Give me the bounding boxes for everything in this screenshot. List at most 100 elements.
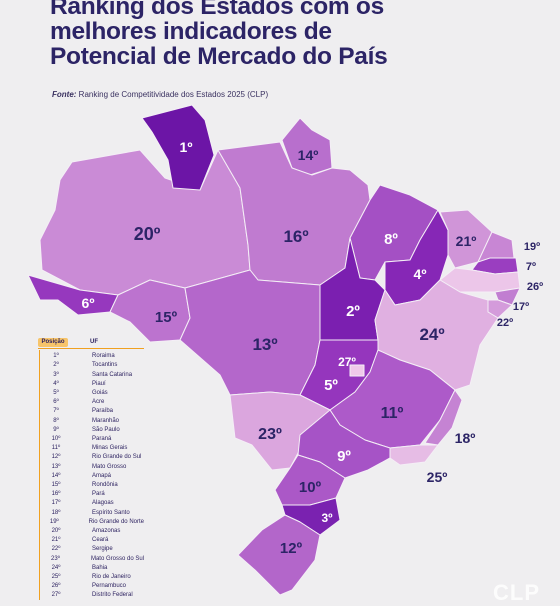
legend-state: Pernambuco [92, 583, 127, 590]
legend-position: 26º [51, 583, 61, 590]
source-label: Fonte: [52, 90, 77, 99]
state-rio-de-janeiro [389, 444, 439, 466]
legend-position: 9º [53, 426, 59, 433]
legend-position: 8º [53, 417, 59, 424]
label-alagoas: 17º [513, 301, 529, 313]
legend-row: 1º Roraima [38, 352, 144, 361]
legend-state: Amazonas [92, 528, 121, 535]
legend-state: Goiás [92, 390, 108, 397]
legend-state: Mato Grosso do Sul [90, 555, 144, 562]
legend-row: 20º Amazonas [38, 527, 144, 536]
legend-row: 24º Bahia [38, 564, 144, 573]
legend-row: 26º Pernambuco [38, 582, 144, 591]
state-roraima [141, 104, 215, 191]
legend-row: 15º Rondônia [38, 481, 144, 490]
legend-position: 16º [51, 491, 61, 498]
state-amazonas [39, 149, 251, 296]
legend-state: Minas Gerais [92, 445, 128, 452]
label-espirito-santo: 18º [455, 430, 476, 446]
legend-state: Sergipe [92, 546, 113, 553]
legend-state: Tocantins [92, 362, 118, 369]
label-rondonia: 15º [155, 309, 178, 326]
state-acre [27, 274, 119, 316]
label-ceara: 21º [456, 233, 477, 249]
legend-position: 18º [51, 509, 61, 516]
legend-position: 7º [53, 408, 59, 415]
legend-row: 12º Rio Grande do Sul [38, 453, 144, 462]
legend-state: Rio Grande do Sul [92, 454, 142, 461]
label-parana: 10º [299, 479, 322, 496]
label-mato-grosso: 13º [252, 335, 277, 354]
legend-row: 7º Paraíba [38, 407, 144, 416]
legend-position: 17º [51, 500, 61, 507]
legend-state: Roraima [92, 353, 115, 360]
label-pernambuco: 26º [527, 281, 543, 293]
legend-state: Rio de Janeiro [92, 574, 131, 581]
legend-position: 25º [51, 574, 61, 581]
legend-state: Espírito Santo [92, 509, 130, 516]
legend-position: 2º [53, 362, 59, 369]
state-mato-grosso [179, 269, 321, 396]
state-pernambuco [439, 267, 521, 293]
legend-row: 5º Goiás [38, 389, 144, 398]
label-piaui: 4º [414, 266, 427, 282]
legend-state: Alagoas [92, 500, 114, 507]
state-ceara [439, 209, 493, 269]
legend-position: 10º [51, 436, 61, 443]
legend-position: 1º [53, 353, 59, 360]
label-distrito-federal: 27º [338, 355, 356, 369]
label-mato-grosso-do-sul: 23º [258, 426, 282, 443]
legend-row: 6º Acre [38, 398, 144, 407]
label-rio-grande-do-norte: 19º [524, 241, 540, 253]
legend-position: 12º [51, 454, 61, 461]
legend-position: 23º [51, 555, 60, 562]
legend-rule [39, 350, 40, 600]
legend-header-state: UF [90, 339, 98, 345]
legend-position: 20º [51, 528, 61, 535]
legend-row: 17º Alagoas [38, 499, 144, 508]
legend-state: Mato Grosso [92, 463, 127, 470]
label-santa-catarina: 3º [321, 511, 333, 525]
legend-row: 3º Santa Catarina [38, 371, 144, 380]
legend-position: 24º [51, 564, 61, 571]
legend-state: Bahia [92, 564, 108, 571]
legend-state: Santa Catarina [92, 371, 133, 378]
legend-row: 16º Pará [38, 490, 144, 499]
legend-row: 25º Rio de Janeiro [38, 573, 144, 582]
legend-row: 2º Tocantins [38, 361, 144, 370]
source-note: Fonte: Ranking de Competitividade dos Es… [52, 90, 268, 99]
legend-position: 15º [51, 482, 61, 489]
legend-state: Piauí [92, 380, 106, 387]
ranking-legend: Posição UF 1º Roraima 2º Tocantins 3º Santa C… [38, 338, 144, 601]
label-sao-paulo: 9º [337, 448, 351, 465]
rank-labels: 1º 2º 3º 4º 5º 6º 7º 8º 9º 10º 11º 12º 1… [82, 139, 544, 557]
legend-position: 13º [51, 463, 61, 470]
title-line: Potencial de Mercado do País [50, 43, 388, 70]
legend-row: 8º Maranhão [38, 417, 144, 426]
label-roraima: 1º [180, 139, 193, 155]
legend-rows: 1º Roraima 2º Tocantins 3º Santa Catarina 4º Pi… [38, 352, 144, 600]
state-rio-grande-do-sul [237, 514, 321, 596]
label-goias: 5º [324, 377, 338, 394]
label-rio-de-janeiro: 25º [427, 469, 448, 485]
state-mato-grosso-do-sul [229, 391, 331, 471]
legend-position: 22º [51, 546, 61, 553]
label-minas-gerais: 11º [381, 405, 404, 422]
legend-row: 11º Minas Gerais [38, 444, 144, 453]
legend-row: 22º Sergipe [38, 545, 144, 554]
label-acre: 6º [82, 295, 95, 311]
legend-state: São Paulo [92, 426, 120, 433]
legend-state: Amapá [92, 472, 112, 479]
legend-row: 23º Mato Grosso do Sul [38, 555, 144, 564]
legend-state: Pará [92, 491, 105, 498]
clp-logo: CLP [493, 580, 540, 605]
legend-state: Rondônia [92, 482, 118, 489]
title-line: Ranking dos Estados com os [50, 0, 384, 20]
legend-position: 4º [53, 380, 59, 387]
label-tocantins: 2º [346, 303, 360, 320]
legend-row: 4º Piauí [38, 380, 144, 389]
legend-row: 19º Rio Grande do Norte [38, 518, 144, 527]
legend-row: 27º Distrito Federal [38, 591, 144, 600]
legend-position: 21º [51, 537, 61, 544]
